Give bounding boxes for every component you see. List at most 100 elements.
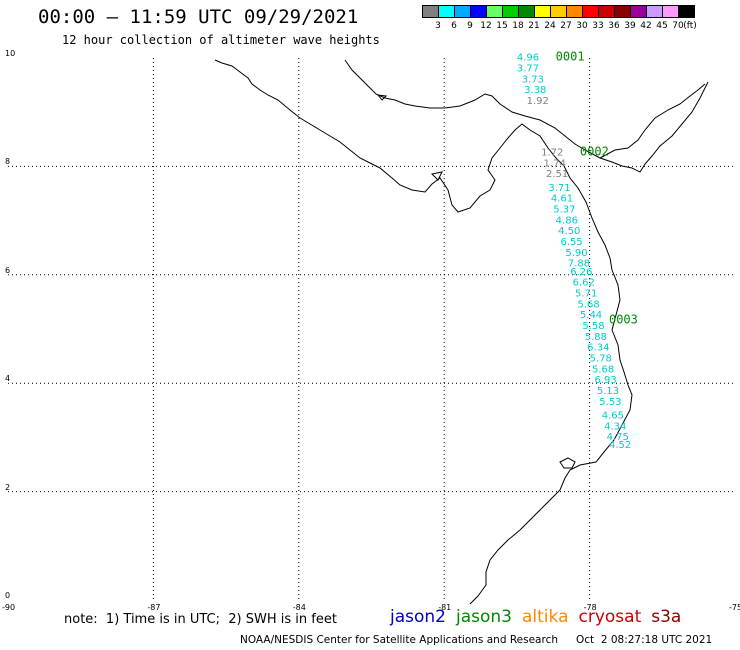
legend-swatch (486, 5, 503, 18)
swh-value-label: 1.72 (541, 148, 563, 159)
legend-unit-label: (ft) (683, 21, 697, 31)
legend-bin-label: 15 (496, 21, 508, 31)
swh-value-label: 7.88 (568, 259, 590, 270)
swh-value-label: 4.50 (558, 226, 580, 237)
legend-swatch (534, 5, 551, 18)
legend-swatch (630, 5, 647, 18)
legend-bin-label: 18 (512, 21, 524, 31)
legend-bin-label: 27 (560, 21, 572, 31)
latitude-tick-label: 4 (5, 374, 11, 384)
satellite-name: cryosat (578, 607, 642, 627)
swh-value-label: 4.75 (607, 432, 629, 443)
swh-value-label: 6.62 (573, 278, 595, 289)
legend-bin-label: 30 (576, 21, 588, 31)
legend-bin-label: 45 (656, 21, 668, 31)
legend-swatch (518, 5, 535, 18)
swh-value-label: 3.38 (524, 85, 546, 96)
legend-swatch (502, 5, 519, 18)
legend-bin-label: 6 (451, 21, 457, 31)
longitude-tick-label: -84 (292, 603, 306, 612)
pass-time-label: 0002 (580, 145, 609, 159)
color-legend-swatches (422, 5, 695, 18)
generated-time: Oct 2 08:27:18 UTC 2021 (576, 634, 713, 646)
latitude-tick-label: 8 (5, 157, 11, 167)
swh-value-label: 6.34 (587, 343, 609, 354)
longitude-tick-label: -75 (729, 603, 740, 612)
longitude-tick-label: -90 (2, 603, 16, 612)
legend-swatch (438, 5, 455, 18)
swh-value-label: 5.37 (553, 204, 575, 215)
swh-value-label: 5.53 (599, 397, 621, 408)
legend-bin-label: 36 (608, 21, 620, 31)
swh-value-label: 4.52 (609, 440, 631, 451)
swh-value-label: 4.65 (602, 410, 624, 421)
legend-swatch (470, 5, 487, 18)
legend-swatch (582, 5, 599, 18)
legend-bin-label: 39 (624, 21, 636, 31)
satellite-name: s3a (651, 607, 682, 627)
satellite-name: jason3 (456, 607, 512, 627)
legend-swatch (598, 5, 615, 18)
swh-value-label: 5.88 (585, 332, 607, 343)
latitude-tick-label: 10 (5, 49, 16, 58)
satellite-name: altika (522, 607, 569, 627)
swh-value-label: 6.55 (561, 237, 583, 248)
legend-bin-label: 70 (672, 21, 684, 31)
legend-swatch (614, 5, 631, 18)
swh-value-label: 3.77 (517, 64, 539, 75)
latitude-tick-label: 6 (5, 265, 11, 275)
legend-swatch (422, 5, 439, 18)
legend-swatch (646, 5, 663, 18)
legend-swatch (566, 5, 583, 18)
map-subtitle: 12 hour collection of altimeter wave hei… (62, 33, 380, 47)
footer-note: note: 1) Time is in UTC; 2) SWH is in fe… (64, 612, 337, 627)
latitude-tick-label: 2 (5, 482, 11, 492)
swh-value-label: 5.90 (565, 248, 587, 259)
swh-value-label: 5.68 (592, 364, 614, 375)
swh-value-label: 5.13 (597, 386, 619, 397)
swh-value-label: 4.86 (556, 215, 578, 226)
legend-bin-label: 33 (592, 21, 604, 31)
legend-swatch (662, 5, 679, 18)
swh-value-label: 5.44 (580, 310, 602, 321)
observation-marks: 4.963.773.733.381.92 1.721.742.51 3.714.61… (517, 50, 638, 452)
legend-bin-label: 3 (435, 21, 441, 31)
satellite-name: jason2 (390, 607, 446, 627)
swh-value-label: 1.74 (544, 158, 566, 169)
longitude-tick-label: -78 (583, 603, 597, 612)
legend-swatch (678, 5, 695, 18)
longitude-tick-label: -87 (147, 603, 161, 612)
legend-bin-label: 12 (480, 21, 492, 31)
swh-value-label: 4.96 (517, 53, 539, 64)
swh-value-label: 4.34 (604, 421, 626, 432)
latitude-tick-label: 0 (5, 591, 11, 600)
swh-value-label: 6.26 (570, 267, 592, 278)
swh-value-label: 6.93 (594, 375, 616, 386)
swh-value-label: 2.51 (546, 169, 568, 180)
color-legend: 3 6 9 12 15 18 21 24 27 30 33 36 39 42 45 70 (ft) (422, 5, 697, 31)
credit-text: NOAA/NESDIS Center for Satellite Applica… (240, 634, 558, 646)
longitude-tick-label: -81 (438, 603, 452, 612)
map-title: 00:00 – 11:59 UTC 09/29/2021 (38, 6, 359, 28)
coastline (214, 59, 709, 605)
legend-bin-label: 9 (467, 21, 473, 31)
swh-value-label: 3.73 (522, 74, 544, 85)
legend-bin-label: 24 (544, 21, 556, 31)
lat-lon-grid (8, 58, 735, 600)
legend-swatch (454, 5, 471, 18)
swh-value-label: 3.71 (548, 183, 570, 194)
credit-line: NOAA/NESDIS Center for Satellite Applica… (240, 634, 712, 646)
satellite-legend: jason2 jason3 altika cryosat s3a (390, 607, 691, 627)
legend-bin-label: 42 (640, 21, 652, 31)
legend-swatch (550, 5, 567, 18)
swh-value-label: 5.68 (577, 299, 599, 310)
swh-value-label: 4.61 (551, 194, 573, 205)
swh-value-label: 5.71 (575, 288, 597, 299)
legend-bin-label: 21 (528, 21, 540, 31)
swh-value-label: 1.92 (527, 96, 549, 107)
pass-time-label: 0001 (556, 50, 585, 64)
swh-value-label: 5.58 (582, 321, 604, 332)
swh-value-label: 5.78 (590, 354, 612, 365)
pass-time-label: 0003 (609, 313, 638, 327)
